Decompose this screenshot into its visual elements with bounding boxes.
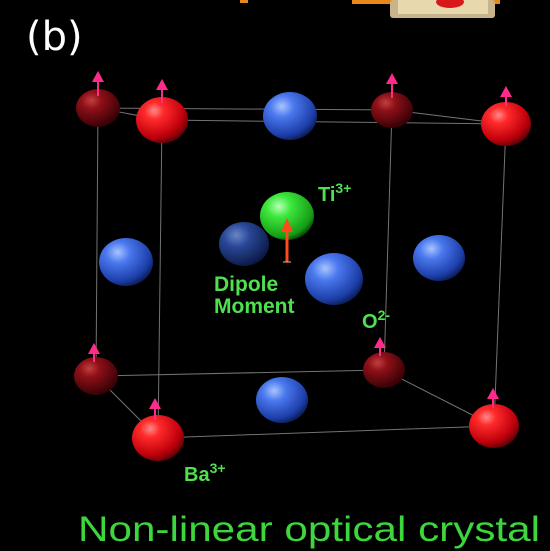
ba-atom xyxy=(136,97,188,143)
ba-atom xyxy=(363,352,405,388)
panel-label: (b) xyxy=(26,14,83,60)
o-atom xyxy=(99,238,153,286)
ba-atom xyxy=(132,415,184,461)
o-atom xyxy=(256,377,308,423)
ba-atom xyxy=(74,357,118,395)
o-atom xyxy=(263,92,317,140)
o-atom xyxy=(413,235,465,281)
o-label: O2- xyxy=(362,307,390,333)
battery-fragment xyxy=(240,0,500,18)
ba-label: Ba3+ xyxy=(184,460,226,486)
o-atom xyxy=(219,222,269,266)
ti-label: Ti3+ xyxy=(318,180,351,206)
dipole-label: Dipole Moment xyxy=(214,273,295,318)
ba-atom xyxy=(469,404,519,448)
caption: Non-linear optical crystal xyxy=(78,510,540,549)
ba-atom xyxy=(481,102,531,146)
o-atom xyxy=(305,253,363,305)
